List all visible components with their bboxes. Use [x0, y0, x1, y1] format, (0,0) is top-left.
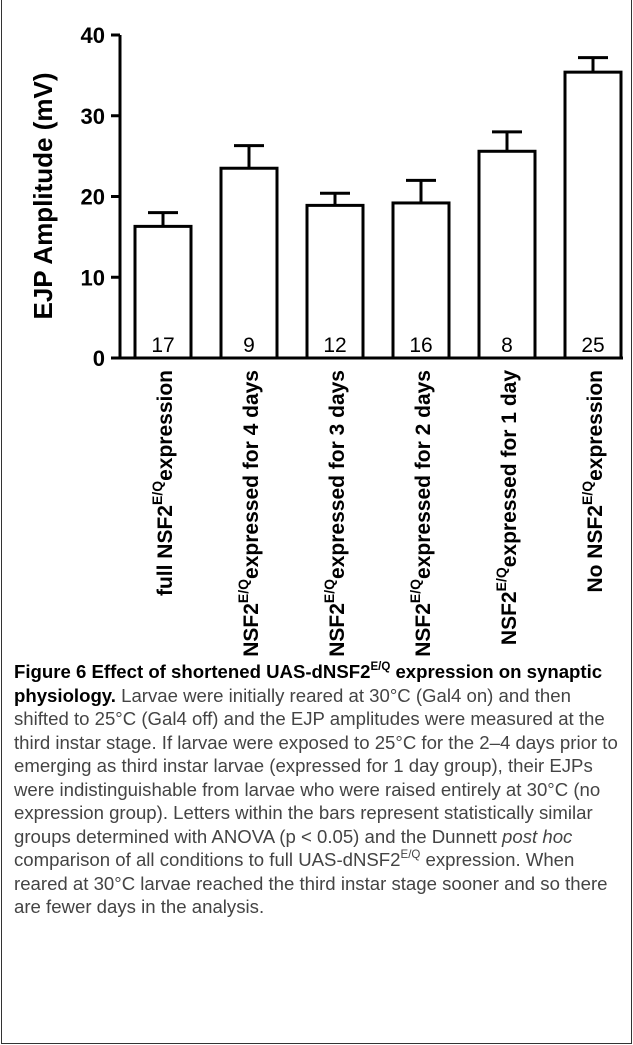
bar-n-label: 17: [151, 334, 174, 357]
caption-title-pre: Effect of shortened UAS-dNSF2: [91, 661, 371, 682]
bar-n-label: 12: [323, 334, 346, 357]
y-axis-title: EJP Amplitude (mV): [28, 72, 58, 319]
bar: [305, 203, 365, 360]
caption-title-sup: E/Q: [370, 660, 391, 673]
y-tick-label: 10: [81, 265, 105, 290]
bar-n-label: 8: [501, 334, 513, 357]
x-category-label: NSF2E/Qexpressed for 2 days: [407, 370, 435, 657]
caption-body-sup: E/Q: [400, 848, 421, 861]
bar: [391, 201, 451, 360]
figure-caption: Figure 6 Effect of shortened UAS-dNSF2E/…: [14, 660, 620, 919]
caption-title: Figure 6 Effect of shortened UAS-dNSF2E/…: [14, 661, 602, 706]
y-tick-label: 0: [93, 346, 105, 371]
bar: [133, 224, 193, 360]
caption-title-post: expression on synaptic physiology.: [14, 661, 603, 706]
bar-n-label: 16: [409, 334, 432, 357]
caption-body-1: Larvae were initially reared at 30°C (Ga…: [14, 684, 618, 847]
caption-body-2: comparison of all conditions to full UAS…: [14, 849, 401, 870]
caption-body-italic: post hoc: [502, 825, 573, 847]
x-category-label: NSF2E/Qexpressed for 3 days: [321, 370, 349, 657]
bar: [219, 166, 279, 360]
y-tick-label: 20: [81, 185, 105, 210]
bar-n-label: 25: [581, 334, 604, 357]
bar-chart: 0 10 20 30 40 EJP Amplitude (mV) 17 full NSF2E/…: [28, 23, 623, 657]
x-category-label: NSF2E/Qexpressed for 4 days: [235, 370, 263, 657]
x-category-label: NSF2E/Qexpressed for 1 day: [493, 370, 521, 645]
y-tick-label: 40: [81, 23, 105, 48]
chart-svg: 0 10 20 30 40 EJP Amplitude (mV) 17 full NSF2E/…: [28, 23, 623, 657]
x-category-label: full NSF2E/Qexpression: [149, 370, 177, 596]
bar: [477, 149, 537, 360]
x-category-label: No NSF2E/Qexpression: [579, 370, 607, 593]
caption-label: Figure 6: [14, 661, 87, 682]
caption-body: Larvae were initially reared at 30°C (Ga…: [14, 685, 618, 918]
bar-n-label: 9: [243, 334, 255, 357]
bar: [563, 70, 623, 360]
caption-body-3: expression. When reared at 30°C larvae r…: [14, 849, 608, 917]
y-tick-label: 30: [81, 104, 105, 129]
